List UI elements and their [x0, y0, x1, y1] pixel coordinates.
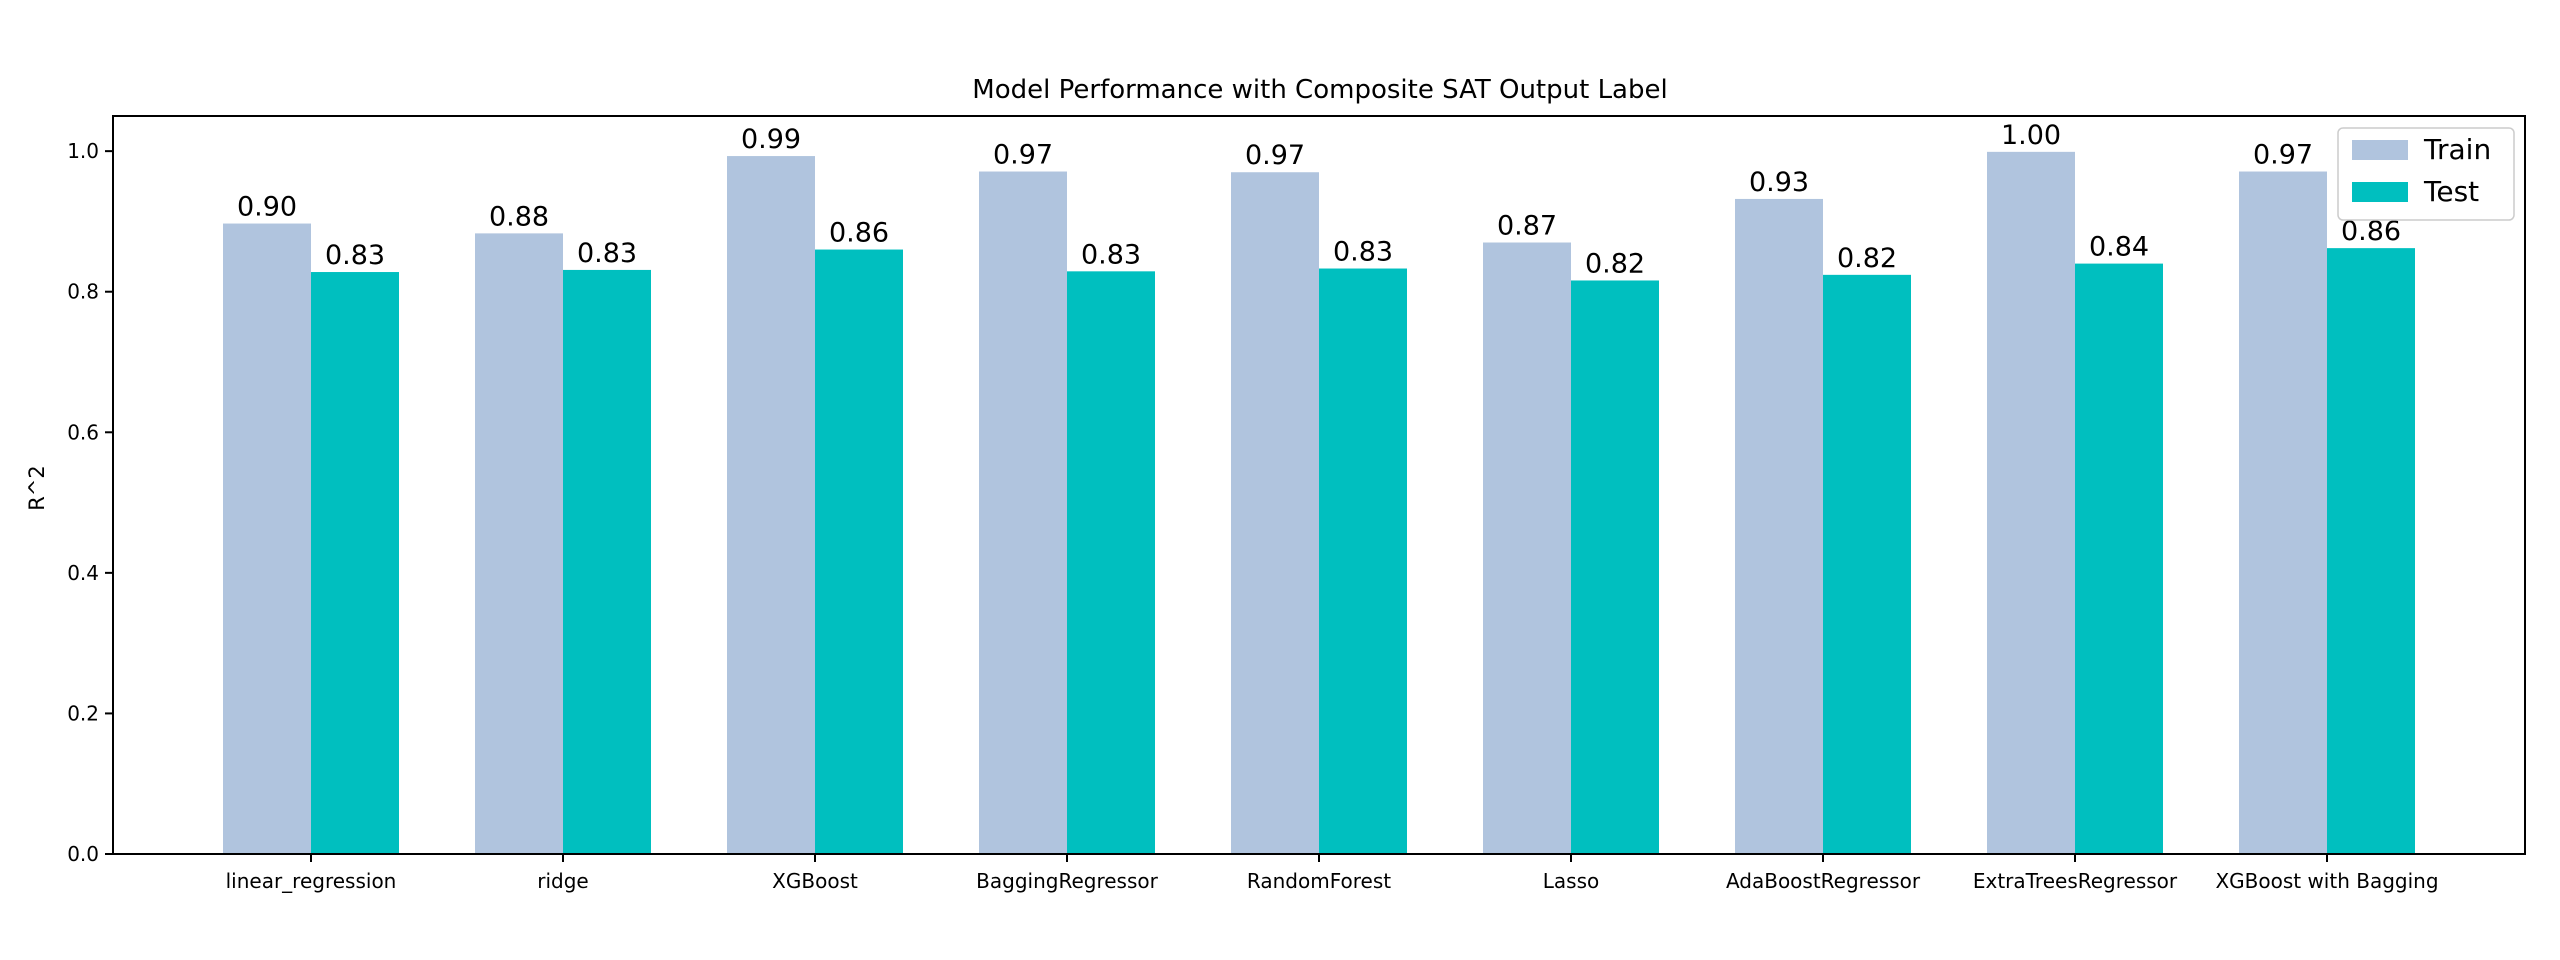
- x-tick-label: linear_regression: [226, 869, 397, 893]
- bar-test: [563, 269, 651, 854]
- bar-test: [815, 249, 903, 855]
- x-tick-label: BaggingRegressor: [976, 869, 1158, 893]
- x-tick-label: RandomForest: [1247, 869, 1391, 893]
- y-tick-label: 0.6: [67, 420, 99, 444]
- x-tick-label: XGBoost: [772, 869, 858, 893]
- bar-train: [223, 223, 311, 855]
- data-label-test: 0.84: [2089, 232, 2149, 263]
- data-label-train: 0.97: [2253, 140, 2313, 171]
- data-label-train: 0.88: [489, 201, 549, 232]
- data-label-test: 0.82: [1837, 243, 1897, 274]
- bar-train: [1231, 172, 1319, 854]
- y-tick-label: 0.4: [67, 561, 99, 585]
- data-label-test: 0.86: [829, 218, 889, 249]
- data-label-test: 0.82: [1585, 248, 1645, 279]
- y-axis-ticks: 0.0 0.2 0.4 0.6 0.8 1.0: [67, 139, 113, 866]
- bar-train: [1735, 198, 1823, 855]
- data-label-train: 0.93: [1749, 167, 1809, 198]
- data-labels-group: 0.90 0.83 0.88 0.83 0.99 0.86 0.97 0.83 0.97 0.83…: [237, 120, 2401, 280]
- y-tick-label: 0.0: [67, 842, 99, 866]
- legend: Train Test: [2337, 127, 2515, 221]
- bar-train: [475, 233, 563, 854]
- legend-swatch-test: [2352, 182, 2408, 202]
- data-label-test: 0.83: [1081, 239, 1141, 270]
- x-tick-label: XGBoost with Bagging: [2215, 869, 2438, 893]
- bar-test: [2075, 263, 2163, 855]
- bar-train: [1987, 151, 2075, 855]
- x-tick-label: Lasso: [1543, 869, 1599, 893]
- data-label-train: 0.87: [1497, 211, 1557, 242]
- legend-label-test: Test: [2423, 175, 2479, 208]
- data-label-test: 0.83: [577, 238, 637, 269]
- bar-test: [1571, 280, 1659, 854]
- x-tick-label: ridge: [537, 869, 588, 893]
- data-label-train: 0.90: [237, 192, 297, 223]
- data-label-train: 0.97: [993, 140, 1053, 171]
- chart-title: Model Performance with Composite SAT Out…: [972, 75, 1667, 105]
- data-label-train: 1.00: [2001, 120, 2061, 151]
- y-tick-label: 0.8: [67, 280, 99, 304]
- data-label-test: 0.83: [1333, 237, 1393, 268]
- legend-label-train: Train: [2423, 133, 2491, 166]
- y-tick-label: 0.2: [67, 701, 99, 725]
- bar-test: [2327, 248, 2415, 854]
- y-axis-label: R^2: [25, 465, 49, 511]
- x-axis-ticks: linear_regression ridge XGBoost BaggingRegr…: [226, 854, 2439, 893]
- bar-test: [1319, 268, 1407, 854]
- bar-train: [979, 171, 1067, 855]
- data-label-test: 0.86: [2341, 216, 2401, 247]
- x-tick-label: ExtraTreesRegressor: [1973, 869, 2178, 893]
- x-tick-label: AdaBoostRegressor: [1726, 869, 1921, 893]
- data-label-train: 0.99: [741, 124, 801, 155]
- y-tick-label: 1.0: [67, 139, 99, 163]
- bar-train: [2239, 171, 2327, 855]
- bar-test: [1823, 274, 1911, 854]
- data-label-train: 0.97: [1245, 140, 1305, 171]
- bars-group: [223, 151, 2415, 855]
- bar-train: [1483, 242, 1571, 854]
- plot-area-frame: [112, 115, 2526, 855]
- bar-test: [1067, 271, 1155, 854]
- legend-swatch-train: [2352, 140, 2408, 160]
- bar-train: [727, 156, 815, 854]
- bar-test: [311, 272, 399, 854]
- data-label-test: 0.83: [325, 240, 385, 271]
